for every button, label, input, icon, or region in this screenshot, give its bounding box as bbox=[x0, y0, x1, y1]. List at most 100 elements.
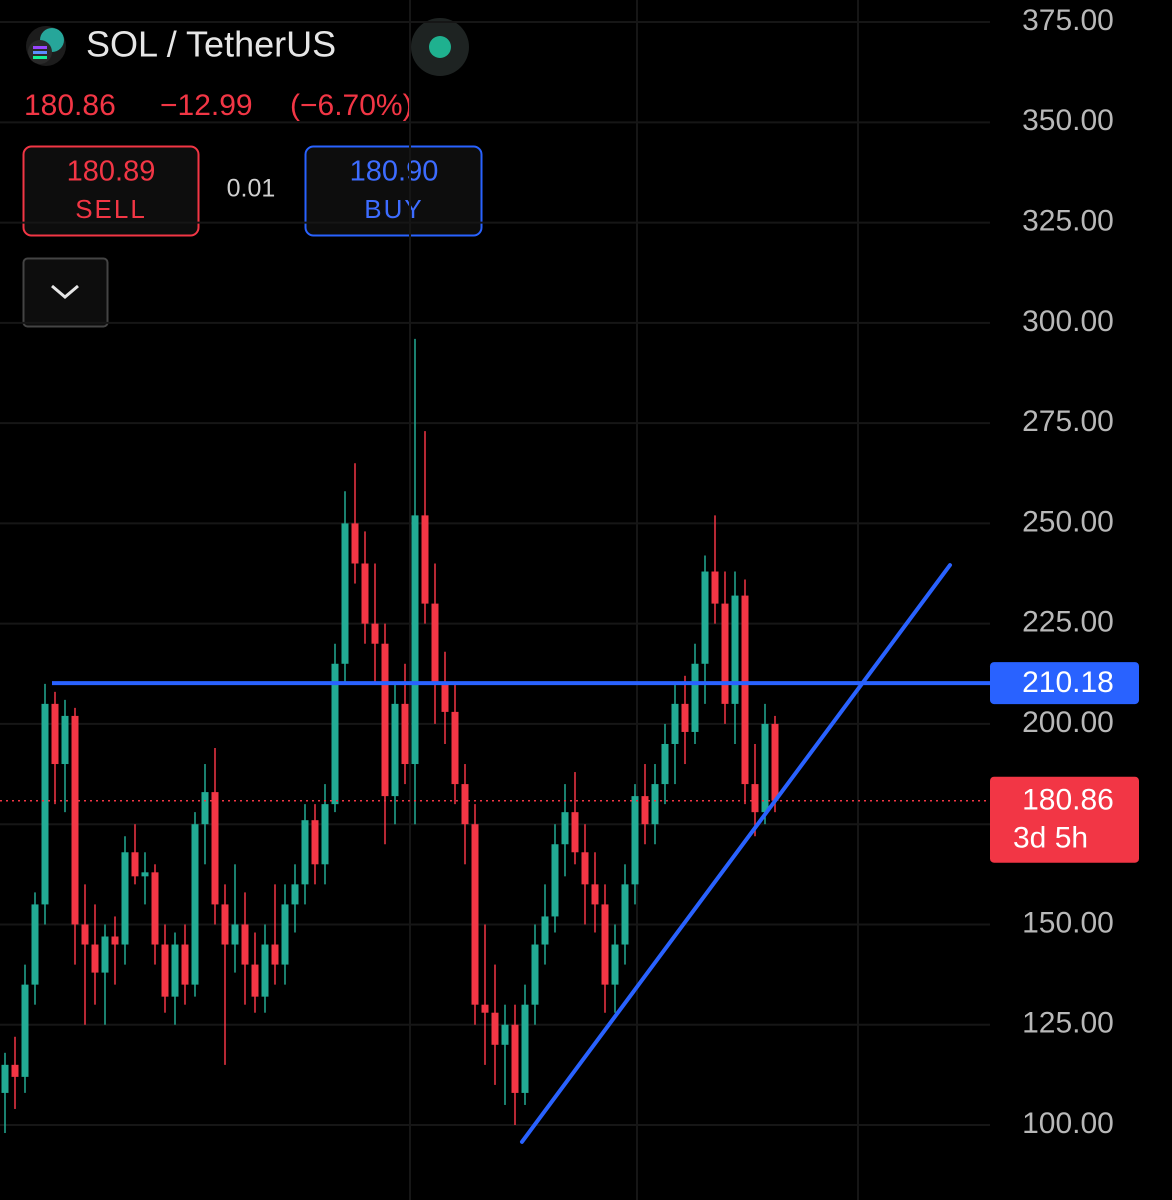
candle-body bbox=[581, 852, 589, 885]
buy-price: 180.90 bbox=[350, 156, 439, 188]
candle-body bbox=[761, 723, 769, 813]
candle-body bbox=[681, 703, 689, 732]
candle-body bbox=[631, 796, 639, 885]
candle-body bbox=[321, 804, 329, 865]
candle-body bbox=[251, 964, 259, 997]
candle-body bbox=[441, 683, 449, 712]
candle-body bbox=[161, 944, 169, 997]
candle-body bbox=[111, 936, 119, 945]
candle-body bbox=[411, 515, 419, 765]
candle-body bbox=[661, 743, 669, 785]
candle-body bbox=[591, 884, 599, 905]
candle-body bbox=[361, 563, 369, 624]
candle-body bbox=[191, 824, 199, 985]
plot: 100.00125.00150.00175.00200.00225.00250.… bbox=[0, 0, 1139, 1200]
candle-body bbox=[41, 703, 49, 905]
candle-body bbox=[141, 872, 149, 877]
candle-body bbox=[731, 595, 739, 704]
candle-body bbox=[201, 792, 209, 825]
candle-body bbox=[181, 944, 189, 985]
buy-label: BUY bbox=[364, 194, 423, 224]
candle-body bbox=[81, 924, 89, 945]
candle-body bbox=[531, 944, 539, 1005]
sol-bar bbox=[33, 46, 47, 49]
last-price: 180.86 bbox=[24, 89, 116, 122]
y-tick-label: 250.00 bbox=[1022, 505, 1114, 538]
horizontal-line-box bbox=[990, 662, 1139, 705]
sol-bar bbox=[33, 51, 47, 54]
candle-body bbox=[311, 820, 319, 865]
candle-body bbox=[261, 944, 269, 997]
last-price-label: 180.86 bbox=[1022, 784, 1114, 817]
candle-body bbox=[1, 1064, 9, 1093]
candle-body bbox=[341, 523, 349, 664]
candle-body bbox=[21, 984, 29, 1077]
candle-body bbox=[721, 603, 729, 704]
candle-body bbox=[331, 663, 339, 805]
y-tick-label: 375.00 bbox=[1022, 4, 1114, 37]
candle-body bbox=[541, 916, 549, 945]
candle-body bbox=[481, 1004, 489, 1013]
candle-body bbox=[381, 643, 389, 797]
y-tick-label: 350.00 bbox=[1022, 104, 1114, 137]
status-dot bbox=[429, 36, 451, 58]
candle-body bbox=[371, 623, 379, 644]
y-tick-label: 225.00 bbox=[1022, 606, 1114, 639]
candle-body bbox=[741, 595, 749, 785]
change: −12.99 bbox=[160, 89, 253, 122]
candle-body bbox=[601, 904, 609, 985]
countdown: 3d 5h bbox=[1013, 822, 1088, 855]
candle-body bbox=[231, 924, 239, 945]
chevron bbox=[51, 284, 79, 299]
candle-body bbox=[571, 812, 579, 853]
candle-body bbox=[501, 1024, 509, 1045]
candle-body bbox=[241, 924, 249, 965]
candle-body bbox=[521, 1004, 529, 1093]
candle-body bbox=[391, 703, 399, 797]
y-tick-label: 275.00 bbox=[1022, 405, 1114, 438]
candle-body bbox=[301, 820, 309, 885]
candle-body bbox=[211, 792, 219, 905]
sol-bar bbox=[33, 56, 47, 59]
candle-body bbox=[91, 944, 99, 973]
candle-body bbox=[431, 603, 439, 684]
symbol: SOL / TetherUS bbox=[86, 24, 336, 65]
candle-body bbox=[561, 812, 569, 845]
candle-body bbox=[451, 711, 459, 785]
sell-button[interactable] bbox=[22, 145, 200, 237]
candle-body bbox=[221, 904, 229, 945]
candle-body bbox=[691, 663, 699, 732]
dropdown[interactable] bbox=[22, 257, 109, 328]
candle-body bbox=[31, 904, 39, 985]
candle-body bbox=[131, 852, 139, 877]
buy-button[interactable] bbox=[304, 145, 483, 237]
y-tick-label: 325.00 bbox=[1022, 205, 1114, 238]
y-tick-label: 300.00 bbox=[1022, 305, 1114, 338]
candle-body bbox=[491, 1012, 499, 1045]
candle-body bbox=[281, 904, 289, 965]
y-tick-label: 200.00 bbox=[1022, 706, 1114, 739]
candle-body bbox=[121, 852, 129, 945]
candle-body bbox=[351, 523, 359, 564]
y-tick-label: 150.00 bbox=[1022, 906, 1114, 939]
candle-body bbox=[651, 784, 659, 825]
candle-body bbox=[751, 784, 759, 813]
candle-body bbox=[641, 796, 649, 825]
candle-body bbox=[511, 1024, 519, 1093]
candle-body bbox=[171, 944, 179, 997]
candle-body bbox=[291, 884, 299, 905]
trendline bbox=[520, 563, 952, 1144]
candle-body bbox=[271, 944, 279, 965]
candle-body bbox=[551, 844, 559, 917]
change-pct: (−6.70%) bbox=[290, 89, 413, 122]
candle-body bbox=[621, 884, 629, 945]
candle-body bbox=[61, 715, 69, 765]
candle-body bbox=[471, 824, 479, 1005]
candle-body bbox=[701, 571, 709, 664]
candle-body bbox=[611, 944, 619, 985]
candle-body bbox=[711, 571, 719, 604]
candle-body bbox=[11, 1064, 19, 1077]
last-price-box bbox=[990, 776, 1139, 863]
candle-body bbox=[401, 703, 409, 765]
